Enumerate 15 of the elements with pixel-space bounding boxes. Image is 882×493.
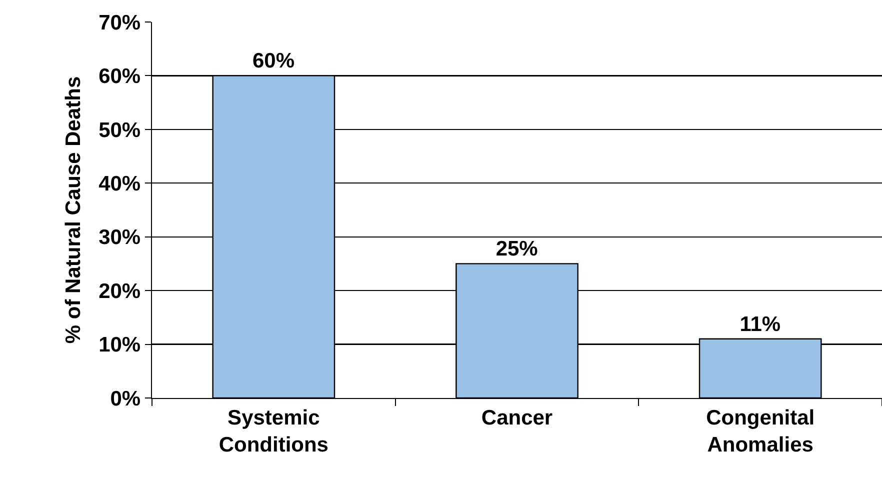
y-tick-label: 40%	[98, 172, 141, 196]
y-tick-label: 70%	[98, 11, 141, 34]
y-tick-label: 50%	[98, 118, 141, 142]
x-tick-label: Cancer	[481, 406, 553, 430]
y-tick-label: 10%	[98, 334, 141, 357]
y-tick-label: 20%	[98, 280, 141, 303]
y-tick-label: 0%	[110, 387, 141, 410]
y-tick-label: 60%	[98, 65, 141, 88]
y-axis-title: % of Natural Cause Deaths	[62, 76, 85, 344]
data-label: 60%	[252, 50, 295, 73]
x-tick-label: Systemic Conditions	[218, 406, 328, 457]
y-tick-label: 30%	[98, 226, 141, 250]
data-label: 25%	[496, 238, 538, 261]
x-tick-label: Congenital Anomalies	[706, 406, 815, 457]
data-label: 11%	[740, 312, 781, 336]
